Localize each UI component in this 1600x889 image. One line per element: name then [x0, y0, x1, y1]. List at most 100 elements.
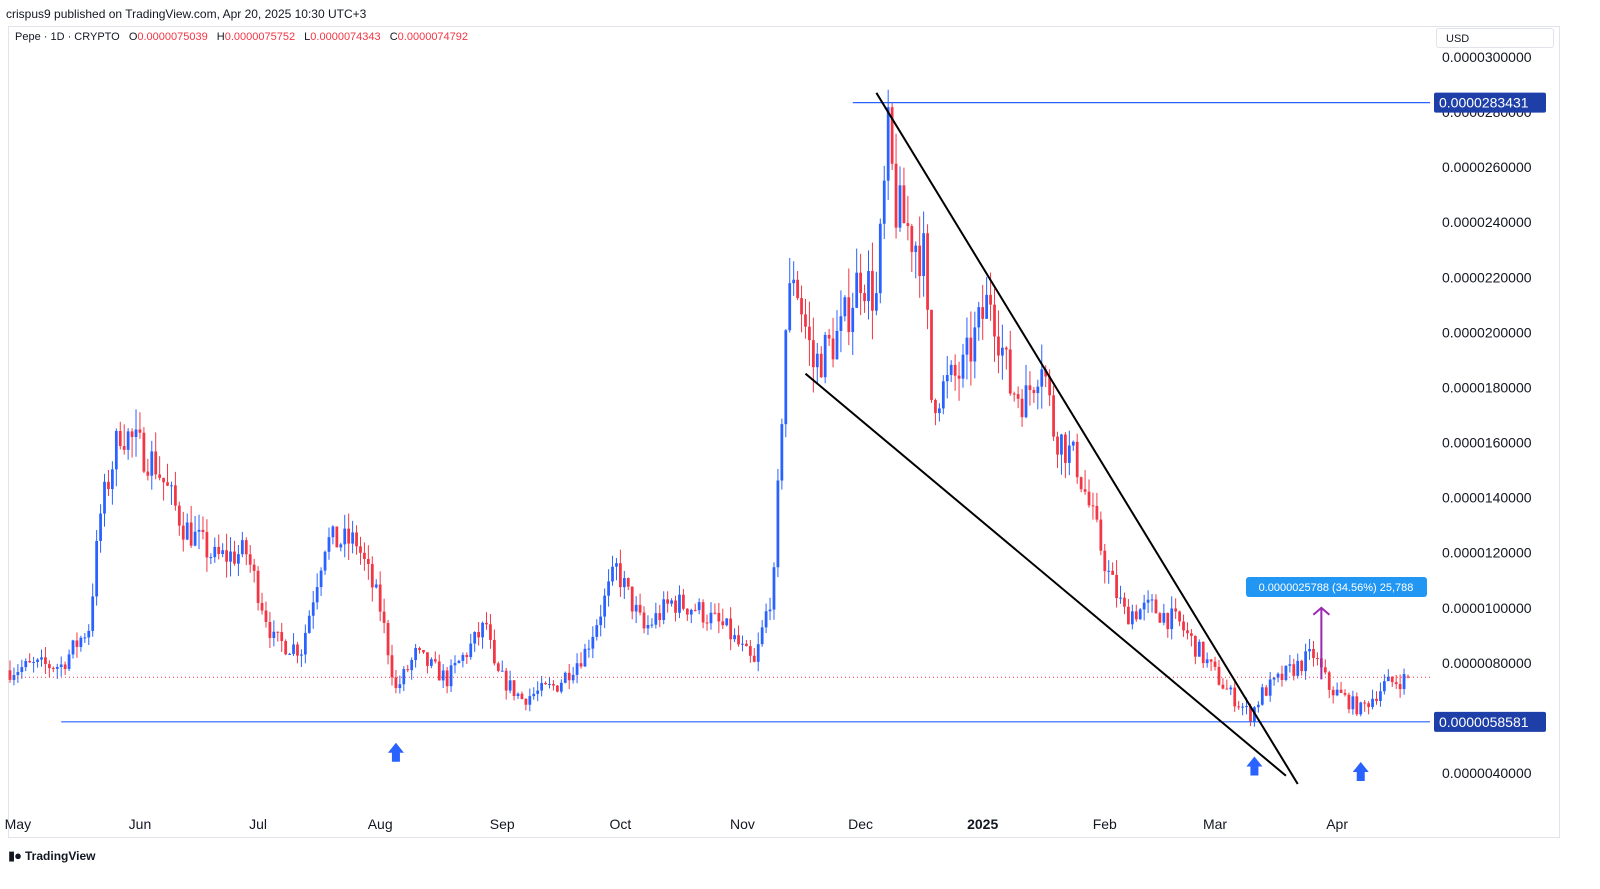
symbol-label: Pepe · 1D · CRYPTO: [15, 31, 120, 43]
candle-body: [1237, 706, 1241, 708]
candle-body: [315, 587, 319, 603]
candle-body: [496, 663, 500, 671]
candle-body: [327, 537, 331, 552]
candle-body: [307, 615, 311, 633]
candle-body: [831, 338, 835, 360]
candle-body: [662, 599, 666, 621]
candle-body: [237, 554, 240, 564]
candle-body: [441, 670, 445, 681]
candle-body: [937, 408, 941, 414]
candle-body: [989, 294, 992, 305]
candle-body: [512, 680, 516, 697]
candle-body: [1288, 664, 1292, 666]
candle-body: [1233, 687, 1237, 707]
candle-body: [1229, 687, 1233, 690]
candle-body: [682, 594, 685, 609]
price-level-badge-text: 0.0000283431: [1439, 95, 1529, 111]
candle-body: [1044, 369, 1048, 377]
candle-body: [473, 631, 477, 644]
candle-body: [177, 505, 181, 526]
candle-body: [1107, 570, 1111, 572]
candle-body: [1083, 489, 1087, 492]
y-tick-label: 0.0000140000: [1442, 490, 1532, 506]
candle-body: [1351, 696, 1355, 710]
candle-body: [945, 375, 949, 382]
candle-body: [1256, 704, 1260, 708]
candle-body: [1355, 696, 1359, 715]
candle-body: [595, 625, 599, 637]
candle-body: [622, 578, 626, 588]
candle-body: [355, 532, 358, 547]
currency-selector[interactable]: USD: [1436, 28, 1554, 48]
y-tick-label: 0.0000300000: [1442, 49, 1532, 65]
candle-body: [24, 661, 28, 668]
candle-body: [827, 334, 831, 339]
candle-body: [150, 451, 154, 476]
candle-body: [445, 670, 449, 687]
candle-body: [874, 293, 878, 311]
candle-body: [1406, 676, 1410, 678]
candle-body: [114, 430, 118, 470]
candle-body: [1052, 395, 1055, 437]
candle-body: [1032, 390, 1036, 394]
candle-body: [792, 279, 796, 284]
candle-body: [339, 544, 343, 548]
candle-body: [1130, 611, 1134, 625]
candle-body: [465, 655, 469, 658]
candle-body: [839, 316, 843, 331]
candle-body: [477, 631, 481, 638]
candle-body: [1087, 491, 1091, 506]
wedge-trendline: [804, 372, 1287, 777]
candle-body: [1071, 441, 1075, 446]
candle-body: [638, 604, 642, 613]
candle-body: [674, 600, 677, 613]
candle-body: [1339, 689, 1343, 694]
x-tick-label: May: [5, 816, 31, 832]
open-value: 0.0000075039: [137, 31, 208, 43]
candle-body: [248, 554, 252, 565]
candle-body: [882, 180, 886, 224]
candle-body: [359, 546, 362, 553]
y-tick-label: 0.0000220000: [1442, 269, 1532, 285]
candle-body: [185, 522, 189, 540]
x-tick-label: Oct: [610, 816, 632, 832]
candle-body: [985, 294, 989, 319]
candle-body: [1103, 550, 1107, 572]
low-value: 0.0000074343: [310, 31, 381, 43]
candle-body: [540, 683, 544, 691]
candle-body: [1028, 385, 1032, 391]
candle-body: [1111, 570, 1115, 575]
candle-body: [126, 431, 130, 450]
up-arrow-icon: [387, 742, 404, 762]
candle-body: [914, 245, 918, 253]
candle-body: [268, 622, 272, 638]
chart-frame: [8, 26, 1560, 838]
candle-body: [587, 648, 591, 650]
candle-body: [1386, 676, 1390, 682]
candle-body: [941, 381, 945, 409]
candle-body: [229, 551, 232, 562]
candle-body: [579, 663, 583, 667]
candle-body: [225, 550, 228, 562]
tradingview-logo-text: TradingView: [25, 849, 96, 863]
candle-body: [973, 327, 977, 362]
candle-body: [717, 612, 721, 622]
candle-body: [823, 334, 827, 378]
y-tick-label: 0.0000240000: [1442, 214, 1532, 230]
candle-body: [205, 532, 209, 558]
candle-body: [1398, 684, 1402, 690]
y-tick-label: 0.0000120000: [1442, 545, 1532, 561]
candle-body: [1375, 698, 1378, 701]
candle-body: [630, 586, 634, 612]
candle-body: [559, 682, 563, 692]
candle-body: [449, 665, 453, 687]
candle-body: [406, 669, 410, 671]
candle-body: [398, 684, 402, 689]
candle-body: [894, 163, 898, 228]
candle-body: [288, 653, 291, 655]
candle-body: [59, 664, 63, 668]
candle-body: [461, 655, 465, 661]
candle-body: [516, 693, 520, 697]
candle-body: [83, 637, 87, 639]
